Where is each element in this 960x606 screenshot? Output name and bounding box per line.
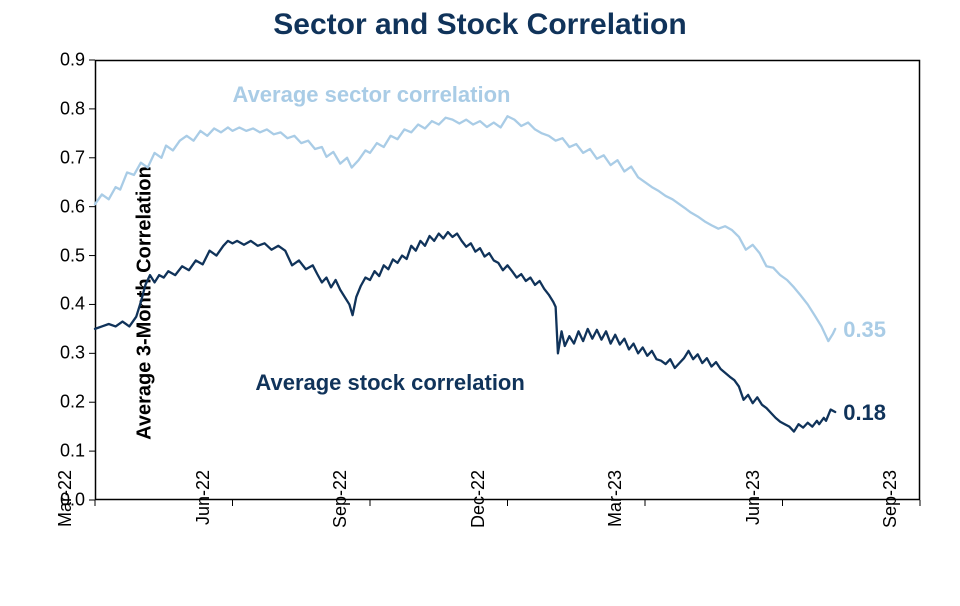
x-tick-label: Sep-23: [880, 470, 901, 550]
y-tick-label: 0.1: [60, 441, 85, 462]
x-tick-label: Mar-23: [605, 470, 626, 550]
y-tick-label: 0.4: [60, 294, 85, 315]
y-tick-label: 0.8: [60, 98, 85, 119]
plot-area: 0.00.10.20.30.40.50.60.70.80.9Mar-22Jun-…: [95, 60, 920, 500]
stock-end-value: 0.18: [843, 400, 886, 426]
sector-series-label: Average sector correlation: [233, 82, 511, 108]
x-tick-label: Jun-22: [193, 470, 214, 550]
y-tick-label: 0.6: [60, 196, 85, 217]
x-tick-label: Dec-22: [468, 470, 489, 550]
y-tick-label: 0.3: [60, 343, 85, 364]
chart-svg: [95, 60, 920, 500]
x-tick-label: Jun-23: [743, 470, 764, 550]
chart-title: Sector and Stock Correlation: [0, 8, 960, 42]
x-tick-label: Mar-22: [55, 470, 76, 550]
sector-end-value: 0.35: [843, 317, 886, 343]
y-tick-label: 0.9: [60, 50, 85, 71]
y-tick-label: 0.5: [60, 245, 85, 266]
stock-series-label: Average stock correlation: [255, 370, 524, 396]
y-tick-label: 0.2: [60, 392, 85, 413]
x-tick-label: Sep-22: [330, 470, 351, 550]
chart-container: Sector and Stock Correlation Average 3-M…: [0, 0, 960, 606]
y-tick-label: 0.7: [60, 147, 85, 168]
